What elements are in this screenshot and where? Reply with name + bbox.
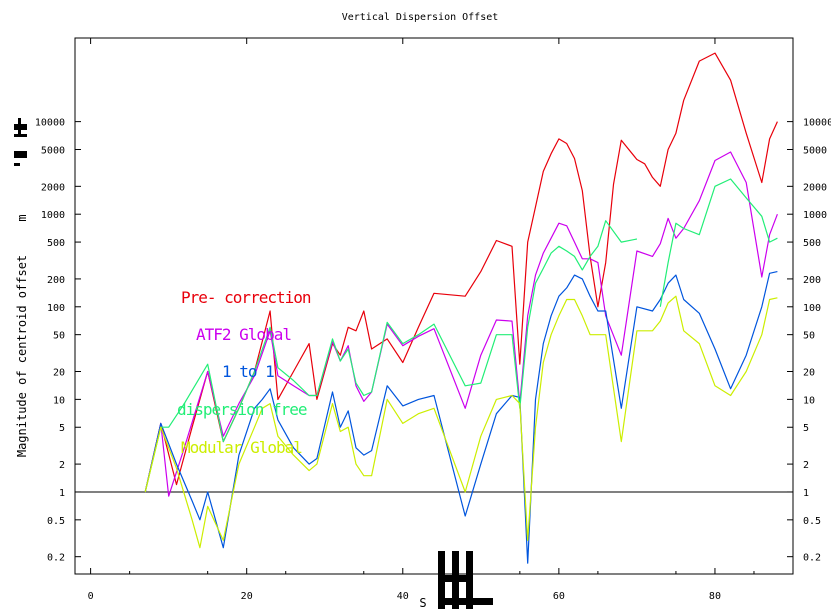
y-tick-label-left: 5000 bbox=[41, 145, 65, 156]
y-axis-label: Magnitude of centroid offset bbox=[15, 255, 29, 457]
y-tick-label-left: 2 bbox=[59, 460, 65, 471]
y-axis-ticks-right: 0.2 0.5 1 2 5 10 20 50 100 200 500 1000 2000 5000 1000… bbox=[787, 118, 831, 564]
x-axis-unit-glyph-icon bbox=[438, 551, 493, 609]
x-tick-label: 0 bbox=[88, 591, 94, 602]
series-line-modular-global bbox=[144, 295, 778, 549]
y-axis-ticks-left: 0.2 0.5 1 2 5 10 20 50 100 200 500 1000 2000 5000 1000… bbox=[35, 118, 81, 564]
y-tick-label-left: 1 bbox=[59, 488, 65, 499]
y-tick-label-left: 10000 bbox=[35, 118, 65, 129]
y-tick-label-left: 2000 bbox=[41, 182, 65, 193]
y-tick-label-right: 5 bbox=[803, 423, 809, 434]
y-tick-label-left: 5 bbox=[59, 423, 65, 434]
y-tick-label-left: 20 bbox=[53, 368, 65, 379]
y-tick-label-right: 0.2 bbox=[803, 553, 821, 564]
x-tick-label: 60 bbox=[553, 591, 565, 602]
plot-frame bbox=[74, 37, 794, 575]
y-axis-label-group: Magnitude of centroid offset m bbox=[15, 214, 29, 457]
series-line-dispersion-free bbox=[144, 178, 778, 493]
y-tick-label-left: 100 bbox=[47, 303, 65, 314]
y-tick-label-left: 1000 bbox=[41, 210, 65, 221]
y-tick-label-right: 2000 bbox=[803, 182, 827, 193]
legend-atf2-global: ATF2 Global bbox=[196, 325, 291, 344]
legend-1-to-1: 1 to 1 bbox=[222, 362, 274, 381]
y-tick-label-right: 0.5 bbox=[803, 516, 821, 527]
y-tick-label-right: 200 bbox=[803, 275, 821, 286]
y-tick-label-right: 5000 bbox=[803, 145, 827, 156]
x-tick-label: 20 bbox=[241, 591, 253, 602]
legend-dispersion-free: dispersion free bbox=[177, 400, 307, 419]
x-axis-ticks: 0 20 40 60 80 bbox=[88, 38, 755, 602]
series-line-1-to-1 bbox=[144, 271, 778, 564]
legend-modular-global: Modular Global bbox=[181, 438, 302, 457]
series-line-atf2-global bbox=[144, 151, 778, 497]
y-tick-label-right: 1000 bbox=[803, 210, 827, 221]
y-axis-unit-glyph-icon bbox=[14, 118, 27, 166]
series-lines bbox=[144, 52, 778, 564]
y-tick-label-left: 200 bbox=[47, 275, 65, 286]
x-tick-label: 40 bbox=[397, 591, 409, 602]
y-tick-label-left: 0.2 bbox=[47, 553, 65, 564]
y-tick-label-right: 2 bbox=[803, 460, 809, 471]
y-axis-unit: m bbox=[15, 214, 29, 221]
y-tick-label-left: 0.5 bbox=[47, 516, 65, 527]
y-tick-label-left: 50 bbox=[53, 331, 65, 342]
y-tick-label-right: 1 bbox=[803, 488, 809, 499]
y-tick-label-left: 500 bbox=[47, 238, 65, 249]
x-tick-label: 80 bbox=[709, 591, 721, 602]
y-tick-label-right: 100 bbox=[803, 303, 821, 314]
y-tick-label-right: 10000 bbox=[803, 118, 831, 129]
chart-title: Vertical Dispersion Offset bbox=[342, 12, 499, 23]
legend-pre-correction: Pre- correction bbox=[181, 288, 311, 307]
y-tick-label-left: 10 bbox=[53, 395, 65, 406]
series-line-pre-correction bbox=[144, 52, 778, 493]
y-tick-label-right: 10 bbox=[803, 395, 815, 406]
y-tick-label-right: 50 bbox=[803, 331, 815, 342]
x-axis-label: S bbox=[419, 596, 426, 609]
y-tick-label-right: 500 bbox=[803, 238, 821, 249]
y-tick-label-right: 20 bbox=[803, 368, 815, 379]
